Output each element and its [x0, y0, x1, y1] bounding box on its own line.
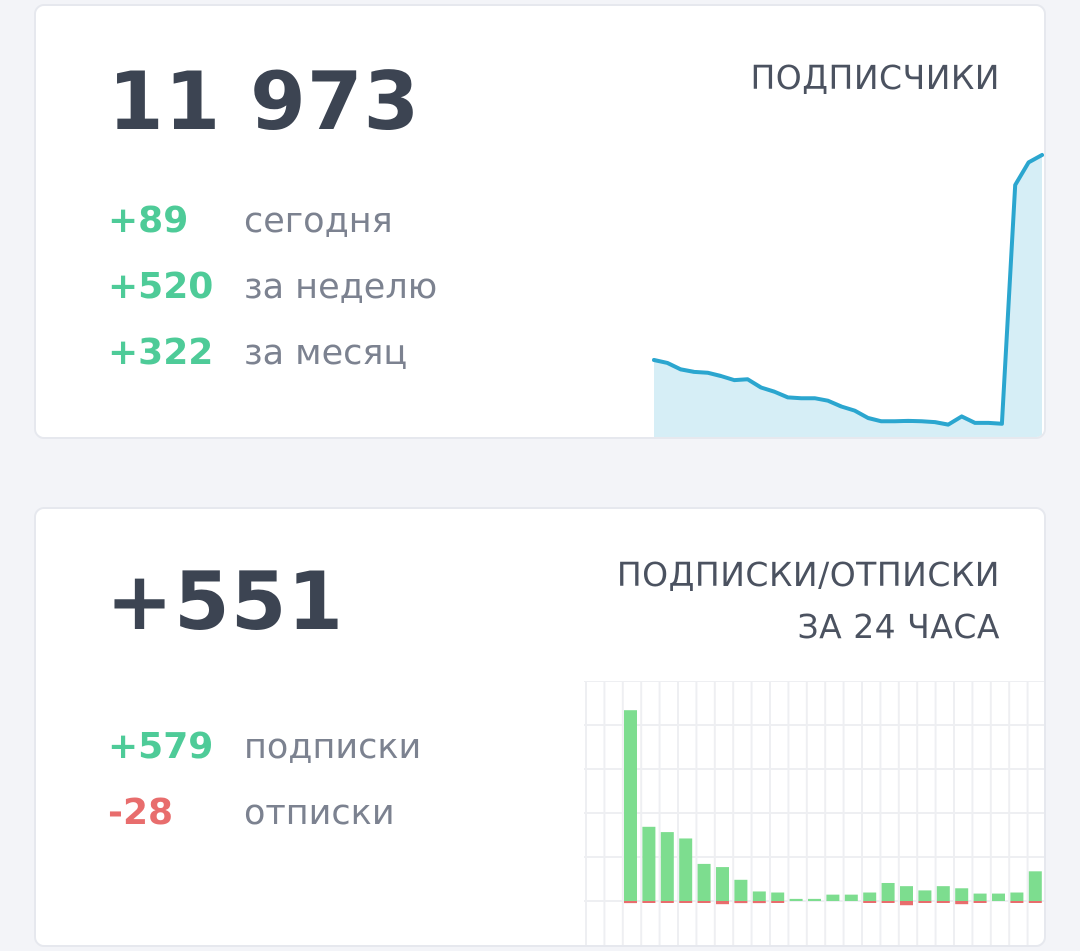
bar-unsubscribe	[900, 901, 913, 906]
bar-unsubscribe	[936, 901, 950, 903]
bar-unsubscribe	[771, 901, 785, 903]
daily-caption-line1: ПОДПИСКИ/ОТПИСКИ	[616, 555, 1000, 594]
bar-unsubscribe	[863, 901, 877, 903]
bar-subscribe	[992, 893, 1005, 901]
stat-today-value: +89	[108, 200, 189, 241]
bar-unsubscribe	[752, 901, 766, 904]
bar-subscribe	[955, 888, 969, 901]
bar-subscribe	[881, 882, 895, 901]
bar-subscribe	[936, 886, 950, 901]
bar-unsubscribe	[642, 901, 656, 903]
bar-subscribe	[973, 893, 987, 901]
bar-unsubscribe	[918, 901, 932, 903]
bar-subscribe	[642, 826, 656, 901]
subscribers-caption: ПОДПИСЧИКИ	[750, 58, 1000, 97]
stat-unsubscribes-label: отписки	[244, 793, 395, 833]
subscribers-total: 11 973	[108, 55, 421, 148]
bar-subscribe	[679, 838, 693, 901]
bar-unsubscribe	[881, 901, 895, 903]
bar-unsubscribe	[1028, 901, 1042, 903]
stat-week-value: +520	[108, 266, 214, 307]
bar-subscribe	[697, 863, 711, 901]
bar-subscribe	[918, 890, 932, 901]
bar-subscribe	[734, 879, 748, 901]
bar-subscribe	[752, 891, 766, 901]
stat-unsubscribes-value: -28	[108, 792, 174, 833]
bar-subscribe	[660, 832, 674, 901]
bar-subscribe	[624, 710, 637, 901]
bar-subscribe	[863, 892, 877, 901]
bar-unsubscribe	[973, 901, 987, 903]
bar-subscribe	[844, 894, 858, 901]
stat-month-value: +322	[108, 332, 214, 373]
bar-subscribe	[789, 898, 803, 901]
bar-subscribe	[826, 894, 840, 901]
bar-unsubscribe	[624, 901, 637, 904]
stat-subscribes-value: +579	[108, 726, 214, 767]
stat-subscribes-label: подписки	[244, 727, 422, 767]
bar-subscribe	[716, 867, 729, 901]
area-line	[652, 153, 1044, 427]
daily-caption: ПОДПИСКИ/ОТПИСКИ ЗА 24 ЧАСА	[617, 549, 1000, 653]
subscribers-area-chart	[652, 153, 1044, 437]
subscribers-card: 11 973 ПОДПИСЧИКИ +89 сегодня +520 за не…	[34, 4, 1046, 439]
bar-subscribe	[900, 886, 913, 901]
bar-unsubscribe	[697, 901, 711, 903]
area-fill	[654, 155, 1042, 437]
bar-unsubscribe	[734, 901, 748, 904]
bar-unsubscribe	[660, 901, 674, 903]
daily-bar-chart	[584, 681, 1044, 945]
bar-subscribe	[771, 892, 785, 901]
stat-month-label: за месяц	[244, 333, 408, 373]
stat-week-label: за неделю	[244, 267, 438, 307]
bar-subscribe	[808, 898, 821, 901]
daily-caption-line2: ЗА 24 ЧАСА	[797, 607, 1000, 646]
bar-unsubscribe	[679, 901, 693, 903]
stat-today-label: сегодня	[244, 201, 393, 241]
bar-unsubscribe	[716, 901, 729, 905]
bar-unsubscribe	[955, 901, 969, 905]
bar-unsubscribe	[1010, 901, 1024, 903]
bar-subscribe	[1028, 871, 1042, 901]
bar-subscribe	[1010, 892, 1024, 901]
daily-subs-card: +551 ПОДПИСКИ/ОТПИСКИ ЗА 24 ЧАСА +579 по…	[34, 507, 1046, 947]
net-change-value: +551	[106, 555, 345, 648]
